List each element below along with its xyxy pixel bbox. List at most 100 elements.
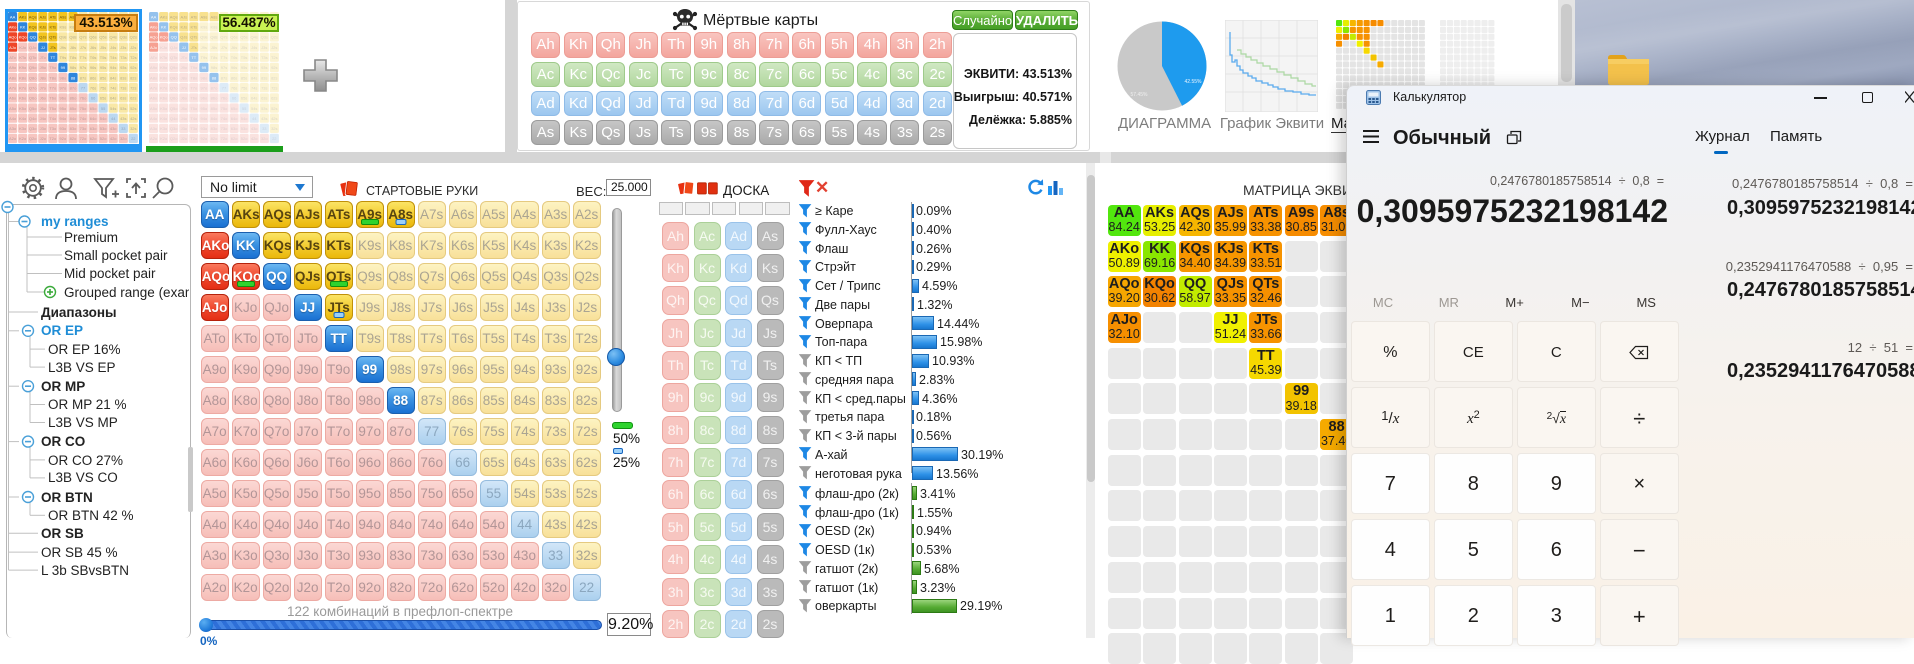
svg-text:T6o: T6o [190, 96, 198, 101]
svg-text:83s: 83s [120, 75, 126, 80]
svg-text:98s: 98s [70, 65, 76, 70]
svg-text:62s: 62s [130, 96, 136, 101]
svg-text:KJo: KJo [160, 45, 168, 50]
svg-text:QQ: QQ [30, 35, 36, 40]
svg-text:KQo: KQo [19, 35, 28, 40]
svg-text:ATs: ATs [191, 14, 197, 19]
svg-text:98o: 98o [201, 75, 208, 80]
svg-text:65s: 65s [100, 96, 106, 101]
svg-text:T2s: T2s [130, 55, 137, 60]
svg-text:Q9s: Q9s [59, 35, 66, 40]
svg-text:Q2s: Q2s [271, 35, 278, 40]
svg-text:KQs: KQs [170, 25, 178, 30]
svg-text:AKo: AKo [150, 25, 158, 30]
svg-text:K2o: K2o [19, 136, 27, 141]
svg-text:A8s: A8s [211, 14, 218, 19]
svg-text:87o: 87o [211, 86, 218, 91]
svg-text:76s: 76s [90, 86, 96, 91]
svg-text:T9o: T9o [49, 65, 57, 70]
svg-text:74o: 74o [80, 116, 87, 121]
svg-text:74s: 74s [110, 86, 116, 91]
svg-text:JJ: JJ [41, 45, 45, 50]
svg-text:95o: 95o [201, 106, 208, 111]
svg-text:A7o: A7o [150, 86, 158, 91]
svg-text:K9o: K9o [160, 65, 168, 70]
svg-text:T2o: T2o [190, 136, 198, 141]
svg-text:42.55%: 42.55% [1185, 79, 1203, 85]
svg-text:Q8o: Q8o [170, 75, 178, 80]
svg-text:K7o: K7o [160, 86, 168, 91]
svg-text:53s: 53s [120, 106, 126, 111]
svg-text:Q8s: Q8s [69, 35, 76, 40]
svg-text:K5o: K5o [19, 106, 27, 111]
svg-text:73o: 73o [80, 126, 87, 131]
svg-text:94s: 94s [251, 65, 257, 70]
svg-text:53s: 53s [261, 106, 267, 111]
svg-text:KTs: KTs [49, 25, 56, 30]
svg-text:AA: AA [151, 14, 157, 19]
svg-text:Q5s: Q5s [240, 35, 247, 40]
svg-text:43o: 43o [251, 126, 258, 131]
svg-text:JTo: JTo [40, 55, 47, 60]
svg-text:K4o: K4o [160, 116, 168, 121]
svg-text:32s: 32s [130, 126, 136, 131]
svg-text:85s: 85s [100, 75, 106, 80]
svg-text:T6s: T6s [90, 55, 97, 60]
svg-text:84s: 84s [251, 75, 257, 80]
svg-text:44: 44 [111, 116, 116, 121]
svg-text:44: 44 [252, 116, 257, 121]
svg-text:ATo: ATo [9, 55, 16, 60]
svg-text:33: 33 [121, 126, 126, 131]
svg-text:43s: 43s [261, 116, 267, 121]
svg-text:55: 55 [101, 106, 106, 111]
svg-text:J9o: J9o [40, 65, 47, 70]
svg-text:66: 66 [91, 96, 96, 101]
svg-text:T4s: T4s [110, 55, 117, 60]
svg-text:K6o: K6o [19, 96, 27, 101]
svg-text:K3o: K3o [160, 126, 168, 131]
svg-text:J4s: J4s [110, 45, 116, 50]
svg-text:QJo: QJo [170, 45, 178, 50]
svg-text:42s: 42s [271, 116, 277, 121]
svg-text:AJo: AJo [150, 45, 158, 50]
svg-text:96o: 96o [60, 96, 67, 101]
svg-text:64s: 64s [110, 96, 116, 101]
svg-text:KTs: KTs [190, 25, 197, 30]
svg-text:T7s: T7s [80, 55, 87, 60]
svg-text:73s: 73s [261, 86, 267, 91]
svg-text:J4o: J4o [181, 116, 188, 121]
svg-text:A8s: A8s [70, 14, 77, 19]
svg-text:T5o: T5o [49, 106, 57, 111]
svg-text:QTs: QTs [190, 35, 197, 40]
svg-text:99: 99 [202, 65, 207, 70]
svg-text:J4o: J4o [40, 116, 47, 121]
svg-text:94s: 94s [110, 65, 116, 70]
svg-text:22: 22 [131, 136, 136, 141]
svg-text:82o: 82o [70, 136, 77, 141]
svg-text:Q6s: Q6s [89, 35, 96, 40]
svg-text:65s: 65s [241, 96, 247, 101]
svg-text:Q7o: Q7o [29, 86, 37, 91]
svg-text:AQo: AQo [150, 35, 159, 40]
svg-text:AJs: AJs [39, 14, 46, 19]
svg-text:Q4s: Q4s [251, 35, 258, 40]
svg-text:74s: 74s [251, 86, 257, 91]
svg-text:K2o: K2o [160, 136, 168, 141]
svg-text:74o: 74o [221, 116, 228, 121]
svg-text:72o: 72o [221, 136, 228, 141]
svg-text:A8o: A8o [150, 75, 158, 80]
svg-text:63o: 63o [231, 126, 238, 131]
svg-text:QTs: QTs [49, 35, 56, 40]
svg-text:64s: 64s [251, 96, 257, 101]
svg-text:A5o: A5o [9, 106, 17, 111]
svg-text:T5o: T5o [190, 106, 198, 111]
svg-text:Q3o: Q3o [170, 126, 178, 131]
svg-text:T8o: T8o [49, 75, 57, 80]
svg-text:32o: 32o [261, 136, 268, 141]
svg-text:86s: 86s [90, 75, 96, 80]
svg-text:T7o: T7o [49, 86, 57, 91]
svg-text:A2o: A2o [150, 136, 158, 141]
svg-text:Q3s: Q3s [120, 35, 127, 40]
svg-text:KQo: KQo [160, 35, 169, 40]
svg-text:76o: 76o [221, 96, 228, 101]
